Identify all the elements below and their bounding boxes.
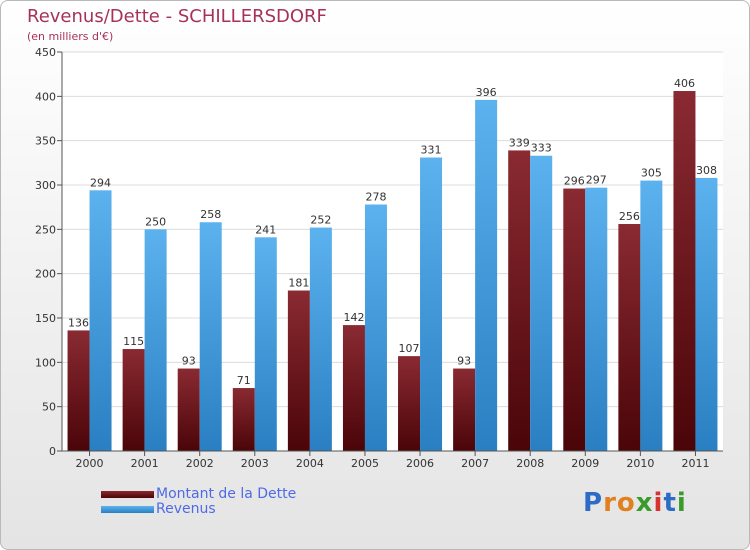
y-tick-label-50: 50 (42, 401, 56, 414)
bar-debt-2002 (177, 368, 200, 451)
data-label-debt-2005: 142 (343, 311, 364, 324)
bar-revenue-2000 (89, 190, 112, 451)
bar-revenue-2002 (199, 222, 222, 451)
data-label-debt-2003: 71 (237, 374, 251, 387)
bar-revenue-2011 (695, 177, 718, 451)
data-label-debt-2009: 296 (564, 175, 585, 188)
x-tick-label-2007: 2007 (461, 457, 489, 470)
x-tick-label-2001: 2001 (131, 457, 159, 470)
data-label-revenue-2011: 308 (696, 164, 717, 177)
logo-letter: i (653, 488, 664, 518)
bar-debt-2003 (232, 388, 255, 451)
y-tick-label-100: 100 (35, 356, 56, 369)
data-label-revenue-2001: 250 (145, 215, 166, 228)
data-label-revenue-2003: 241 (255, 223, 276, 236)
bar-debt-2005 (342, 325, 365, 451)
x-tick-label-2002: 2002 (186, 457, 214, 470)
y-tick-label-300: 300 (35, 179, 56, 192)
bar-debt-2008 (508, 150, 531, 452)
data-label-debt-2000: 136 (68, 316, 89, 329)
data-label-revenue-2006: 331 (421, 144, 442, 157)
x-tick-label-2003: 2003 (241, 457, 269, 470)
bar-debt-2007 (453, 368, 476, 451)
x-tick-label-2008: 2008 (516, 457, 544, 470)
bar-revenue-2009 (585, 187, 608, 451)
bar-revenue-2004 (309, 227, 332, 451)
y-tick-label-150: 150 (35, 312, 56, 325)
data-label-revenue-2002: 258 (200, 208, 221, 221)
x-tick-label-2010: 2010 (626, 457, 654, 470)
x-tick-label-2009: 2009 (571, 457, 599, 470)
data-label-debt-2011: 406 (674, 77, 695, 90)
y-tick-label-200: 200 (35, 268, 56, 281)
data-label-revenue-2005: 278 (365, 191, 386, 204)
bar-debt-2004 (287, 290, 310, 451)
x-tick-label-2006: 2006 (406, 457, 434, 470)
legend-swatch-debt (101, 491, 154, 498)
y-tick-label-250: 250 (35, 223, 56, 236)
logo-letter: o (616, 488, 636, 518)
bar-debt-2006 (398, 356, 421, 451)
data-label-revenue-2009: 297 (586, 174, 607, 187)
bar-debt-2001 (122, 349, 145, 451)
bar-debt-2010 (618, 224, 641, 451)
bar-revenue-2006 (420, 157, 443, 451)
logo-letter: i (676, 488, 687, 518)
bar-debt-2000 (67, 330, 90, 451)
data-label-debt-2006: 107 (399, 342, 420, 355)
legend-swatch-revenue (101, 506, 154, 513)
bar-revenue-2001 (144, 229, 167, 451)
x-tick-label-2011: 2011 (681, 457, 709, 470)
proxiti-logo: Proxiti (583, 488, 687, 518)
data-label-debt-2002: 93 (182, 355, 196, 368)
bar-revenue-2008 (530, 155, 553, 452)
data-label-debt-2001: 115 (123, 335, 144, 348)
data-label-debt-2004: 181 (288, 277, 309, 290)
logo-letter: r (603, 488, 617, 518)
logo-letter: P (583, 488, 604, 518)
bar-revenue-2010 (640, 180, 663, 452)
x-tick-label-2000: 2000 (76, 457, 104, 470)
x-tick-label-2004: 2004 (296, 457, 324, 470)
y-tick-label-450: 450 (35, 46, 56, 59)
bar-revenue-2007 (475, 99, 498, 451)
bar-revenue-2005 (364, 204, 387, 451)
y-tick-label-0: 0 (49, 445, 56, 458)
data-label-debt-2010: 256 (619, 210, 640, 223)
logo-letter: t (663, 488, 677, 518)
y-tick-label-350: 350 (35, 135, 56, 148)
legend-label-revenue: Revenus (156, 501, 216, 517)
bar-debt-2011 (673, 91, 696, 451)
data-label-revenue-2010: 305 (641, 167, 662, 180)
bar-debt-2009 (563, 188, 586, 451)
plot-area (62, 52, 723, 451)
y-tick-label-400: 400 (35, 90, 56, 103)
data-label-debt-2008: 339 (509, 136, 530, 149)
logo-letter: x (635, 488, 654, 518)
data-label-revenue-2000: 294 (90, 176, 111, 189)
chart-subtitle: (en milliers d'€) (27, 30, 114, 43)
data-label-debt-2007: 93 (457, 355, 471, 368)
bar-revenue-2003 (254, 237, 277, 451)
x-tick-label-2005: 2005 (351, 457, 379, 470)
data-label-revenue-2008: 333 (531, 142, 552, 155)
chart-title: Revenus/Dette - SCHILLERSDORF (27, 6, 327, 27)
legend-label-debt: Montant de la Dette (156, 486, 297, 502)
data-label-revenue-2004: 252 (310, 214, 331, 227)
data-label-revenue-2007: 396 (476, 86, 497, 99)
